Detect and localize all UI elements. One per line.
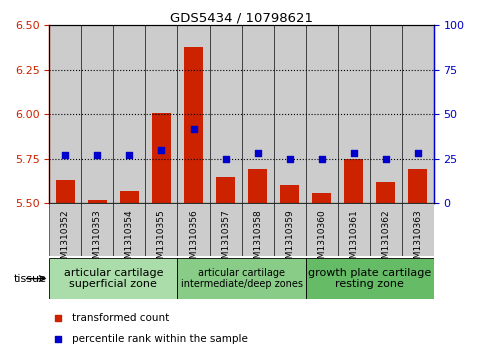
Text: GSM1310362: GSM1310362 xyxy=(381,209,390,270)
Point xyxy=(54,315,62,321)
Point xyxy=(157,147,165,153)
Bar xyxy=(370,25,402,203)
Bar xyxy=(113,203,145,256)
Bar xyxy=(145,25,177,203)
Bar xyxy=(338,203,370,256)
Bar xyxy=(274,25,306,203)
Point xyxy=(286,156,294,162)
Point xyxy=(61,152,69,158)
Bar xyxy=(370,203,402,256)
Bar xyxy=(280,185,299,203)
Text: percentile rank within the sample: percentile rank within the sample xyxy=(72,334,248,344)
Bar xyxy=(49,203,81,256)
Bar xyxy=(49,258,177,299)
Bar xyxy=(248,170,267,203)
Bar xyxy=(306,258,434,299)
Text: GSM1310363: GSM1310363 xyxy=(413,209,423,270)
Bar xyxy=(113,25,145,203)
Bar xyxy=(177,25,210,203)
Bar xyxy=(216,176,235,203)
Text: GSM1310354: GSM1310354 xyxy=(125,209,134,270)
Text: growth plate cartilage
resting zone: growth plate cartilage resting zone xyxy=(308,268,431,289)
Point xyxy=(221,156,229,162)
Point xyxy=(317,156,325,162)
Bar xyxy=(376,182,395,203)
Text: transformed count: transformed count xyxy=(72,313,170,323)
Bar xyxy=(306,203,338,256)
Text: GSM1310359: GSM1310359 xyxy=(285,209,294,270)
Point xyxy=(382,156,389,162)
Title: GDS5434 / 10798621: GDS5434 / 10798621 xyxy=(170,11,313,24)
Bar xyxy=(402,203,434,256)
Bar xyxy=(312,193,331,203)
Bar xyxy=(408,170,427,203)
Bar xyxy=(49,25,81,203)
Point xyxy=(54,336,62,342)
Bar xyxy=(242,203,274,256)
Text: articular cartilage
superficial zone: articular cartilage superficial zone xyxy=(64,268,163,289)
Bar xyxy=(152,113,171,203)
Text: GSM1310352: GSM1310352 xyxy=(61,209,70,270)
Text: GSM1310356: GSM1310356 xyxy=(189,209,198,270)
Bar xyxy=(306,25,338,203)
Bar xyxy=(177,258,306,299)
Bar xyxy=(210,25,242,203)
Bar xyxy=(242,25,274,203)
Bar xyxy=(177,203,210,256)
Point xyxy=(125,152,133,158)
Point xyxy=(350,151,357,156)
Bar xyxy=(344,159,363,203)
Bar xyxy=(88,200,107,203)
Bar xyxy=(145,203,177,256)
Bar xyxy=(402,25,434,203)
Bar xyxy=(81,25,113,203)
Bar xyxy=(81,203,113,256)
Point xyxy=(189,126,197,131)
Point xyxy=(253,151,261,156)
Bar xyxy=(120,191,139,203)
Text: GSM1310353: GSM1310353 xyxy=(93,209,102,270)
Text: GSM1310357: GSM1310357 xyxy=(221,209,230,270)
Text: GSM1310355: GSM1310355 xyxy=(157,209,166,270)
Bar xyxy=(274,203,306,256)
Bar xyxy=(210,203,242,256)
Bar xyxy=(338,25,370,203)
Text: tissue: tissue xyxy=(14,274,47,284)
Point xyxy=(94,152,102,158)
Text: GSM1310361: GSM1310361 xyxy=(349,209,358,270)
Text: GSM1310360: GSM1310360 xyxy=(317,209,326,270)
Point xyxy=(414,151,422,156)
Bar xyxy=(56,180,75,203)
Bar xyxy=(184,47,203,203)
Text: GSM1310358: GSM1310358 xyxy=(253,209,262,270)
Text: articular cartilage
intermediate/deep zones: articular cartilage intermediate/deep zo… xyxy=(180,268,303,289)
